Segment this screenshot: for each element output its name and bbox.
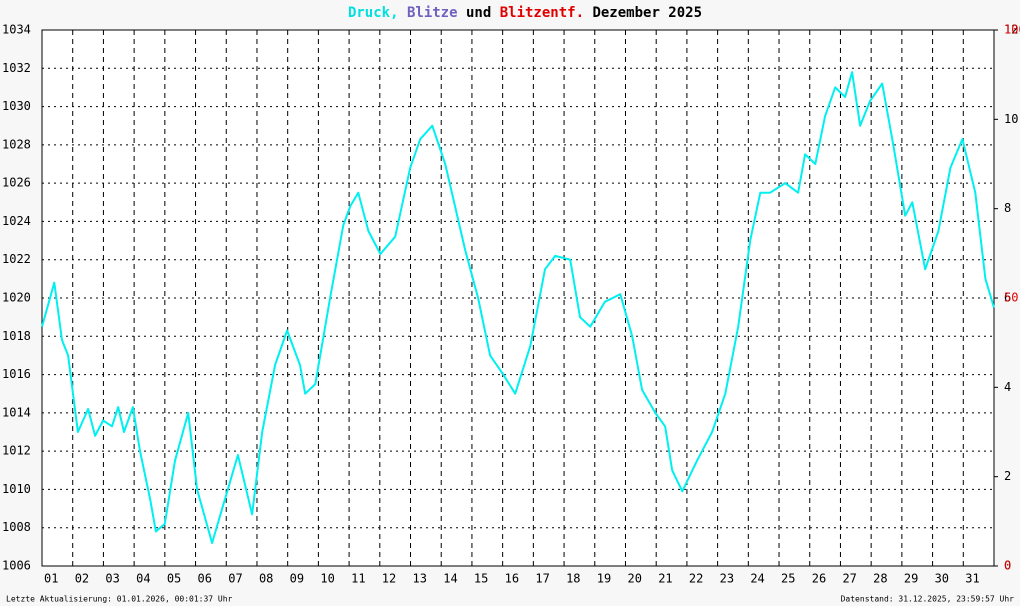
x-tick-label: 03 bbox=[105, 572, 119, 586]
x-tick-label: 29 bbox=[904, 572, 918, 586]
y2-tick-label: 4 bbox=[1004, 380, 1011, 394]
x-tick-label: 02 bbox=[75, 572, 89, 586]
title-part: Blitzentf. bbox=[500, 5, 584, 21]
x-tick-label: 25 bbox=[781, 572, 795, 586]
y2-tick-label: 10 bbox=[1004, 112, 1018, 126]
y2-tick-label: 8 bbox=[1004, 201, 1011, 215]
y-tick-label: 1020 bbox=[2, 291, 31, 305]
x-tick-label: 16 bbox=[505, 572, 519, 586]
footer-left: Letzte Aktualisierung: 01.01.2026, 00:01… bbox=[6, 595, 233, 604]
y3-tick-label: 0 bbox=[1004, 559, 1011, 573]
x-tick-label: 18 bbox=[566, 572, 580, 586]
y2-tick-label: 12 bbox=[1004, 23, 1018, 37]
title-part: und bbox=[466, 5, 491, 21]
x-tick-label: 13 bbox=[413, 572, 427, 586]
y-tick-label: 1018 bbox=[2, 329, 31, 343]
x-tick-label: 20 bbox=[627, 572, 641, 586]
x-tick-label: 12 bbox=[382, 572, 396, 586]
x-tick-label: 07 bbox=[228, 572, 242, 586]
x-tick-label: 22 bbox=[689, 572, 703, 586]
y-tick-label: 1026 bbox=[2, 176, 31, 190]
x-tick-label: 26 bbox=[812, 572, 826, 586]
y-tick-label: 1006 bbox=[2, 559, 31, 573]
y-tick-label: 1030 bbox=[2, 99, 31, 113]
x-tick-label: 04 bbox=[136, 572, 150, 586]
x-tick-label: 24 bbox=[750, 572, 764, 586]
x-tick-label: 06 bbox=[198, 572, 212, 586]
x-tick-label: 27 bbox=[842, 572, 856, 586]
x-tick-label: 19 bbox=[597, 572, 611, 586]
footer-right: Datenstand: 31.12.2025, 23:59:57 Uhr bbox=[841, 595, 1015, 604]
y-tick-label: 1034 bbox=[2, 23, 31, 37]
x-tick-label: 05 bbox=[167, 572, 181, 586]
x-tick-label: 17 bbox=[535, 572, 549, 586]
y-tick-label: 1024 bbox=[2, 214, 31, 228]
chart-title: Druck, Blitze und Blitzentf. Dezember 20… bbox=[348, 5, 702, 21]
y-tick-label: 1022 bbox=[2, 252, 31, 266]
title-part: Druck, bbox=[348, 5, 399, 21]
y-tick-label: 1010 bbox=[2, 482, 31, 496]
y-tick-label: 1014 bbox=[2, 405, 31, 419]
x-tick-label: 23 bbox=[720, 572, 734, 586]
x-tick-label: 30 bbox=[935, 572, 949, 586]
y-tick-label: 1028 bbox=[2, 137, 31, 151]
x-tick-label: 11 bbox=[351, 572, 365, 586]
x-tick-label: 14 bbox=[443, 572, 457, 586]
y3-tick-label: 50 bbox=[1004, 291, 1018, 305]
x-tick-label: 31 bbox=[965, 572, 979, 586]
title-part: Dezember 2025 bbox=[592, 5, 702, 21]
x-tick-label: 08 bbox=[259, 572, 273, 586]
x-tick-label: 15 bbox=[474, 572, 488, 586]
y2-tick-label: 2 bbox=[1004, 469, 1011, 483]
y-tick-label: 1016 bbox=[2, 367, 31, 381]
x-tick-label: 09 bbox=[290, 572, 304, 586]
y2-tick-label: 6 bbox=[1004, 291, 1011, 305]
x-tick-label: 10 bbox=[320, 572, 334, 586]
y-tick-label: 1032 bbox=[2, 61, 31, 75]
x-tick-label: 01 bbox=[44, 572, 58, 586]
y3-tick-label: 100 bbox=[1004, 23, 1020, 37]
y-tick-label: 1008 bbox=[2, 520, 31, 534]
x-tick-label: 28 bbox=[873, 572, 887, 586]
title-part: Blitze bbox=[407, 5, 458, 21]
y2-tick-label: 0 bbox=[1004, 559, 1011, 573]
y-tick-label: 1012 bbox=[2, 444, 31, 458]
x-tick-label: 21 bbox=[658, 572, 672, 586]
line bbox=[41, 71, 995, 544]
